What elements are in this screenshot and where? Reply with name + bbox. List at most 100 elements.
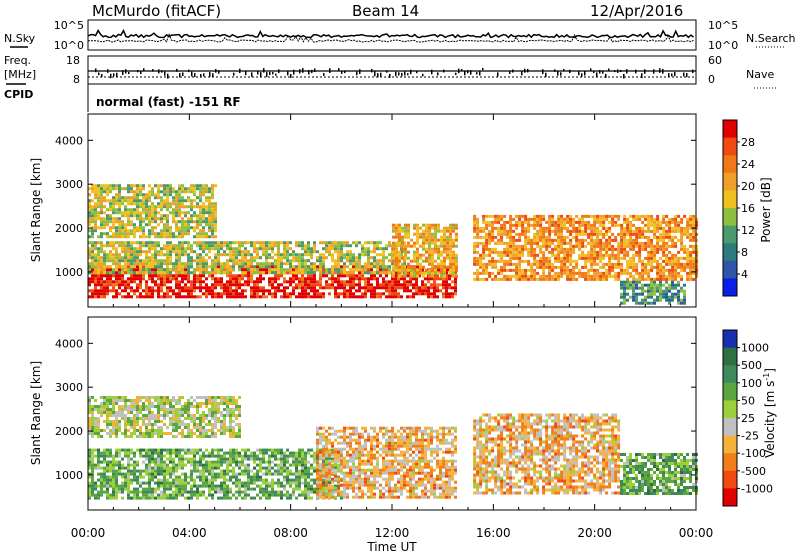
data-cell [578,244,582,248]
data-cell [331,259,334,263]
data-cell [250,265,253,269]
data-cell [343,292,346,296]
freq-tick-bottom: 8 [73,73,80,86]
data-cell [650,265,654,269]
data-cell [373,244,376,248]
data-cell [527,238,531,242]
data-cell [166,214,169,218]
data-cell [88,229,91,233]
data-cell [166,184,169,188]
data-cell [334,286,337,290]
data-cell [130,490,133,494]
data-cell [157,451,160,455]
data-cell [136,253,139,257]
data-cell [259,280,262,284]
data-cell [244,271,247,275]
data-cell [599,265,603,269]
data-cell [373,295,376,299]
data-cell [316,295,319,299]
data-cell [88,214,91,218]
data-cell [665,295,668,299]
data-cell [148,472,151,476]
data-cell [226,241,229,245]
data-cell [211,211,214,215]
data-cell [599,271,603,275]
data-cell [139,286,142,290]
data-cell [112,490,115,494]
data-cell [172,208,175,212]
data-cell [202,484,205,488]
data-cell [268,289,271,293]
data-cell [106,454,109,458]
data-cell [277,274,280,278]
data-cell [274,289,277,293]
data-cell [428,232,431,236]
data-cell [253,259,256,263]
data-cell [373,265,376,269]
data-cell [373,277,376,281]
data-cell [410,244,413,248]
data-cell [626,241,630,245]
data-cell [593,223,597,227]
data-cell [400,286,403,290]
data-cell [118,217,121,221]
data-cell [635,271,639,275]
data-cell [370,292,373,296]
data-cell [310,247,313,251]
data-cell [370,262,373,266]
data-cell [109,214,112,218]
data-cell [349,289,352,293]
data-cell [680,301,683,305]
data-cell [250,289,253,293]
data-cell [283,256,286,260]
data-cell [448,283,451,287]
data-cell [112,274,115,278]
data-cell [406,295,409,299]
data-cell [551,220,555,224]
data-cell [166,487,169,491]
data-cell [181,205,184,209]
data-cell [268,247,271,251]
data-cell [109,226,112,230]
data-cell [139,448,142,452]
data-cell [265,271,268,275]
data-cell [425,256,428,260]
data-cell [133,454,136,458]
data-cell [557,232,561,236]
data-cell [115,487,118,491]
data-cell [518,274,522,278]
data-cell [253,265,256,269]
data-cell [581,229,585,233]
data-cell [127,472,130,476]
data-cell [352,253,355,257]
data-cell [566,247,570,251]
data-cell [322,271,325,275]
data-cell [413,274,416,278]
data-cell [199,463,202,467]
data-cell [530,217,534,221]
data-cell [524,226,528,230]
data-cell [340,250,343,254]
data-cell [151,259,154,263]
data-cell [524,229,528,233]
data-cell [208,292,211,296]
data-cell [181,229,184,233]
data-cell [542,244,546,248]
data-cell [190,478,193,482]
data-cell [509,229,513,233]
data-cell [512,250,516,254]
data-cell [476,268,480,272]
data-cell [226,292,229,296]
data-cell [190,292,193,296]
data-cell [635,244,639,248]
data-cell [310,289,313,293]
data-cell [641,268,645,272]
data-cell [112,187,115,191]
data-cell [566,268,570,272]
data-cell [572,229,576,233]
data-cell [584,223,588,227]
data-cell [88,205,91,209]
data-cell [545,229,549,233]
data-cell [647,241,651,245]
data-cell [611,256,615,260]
